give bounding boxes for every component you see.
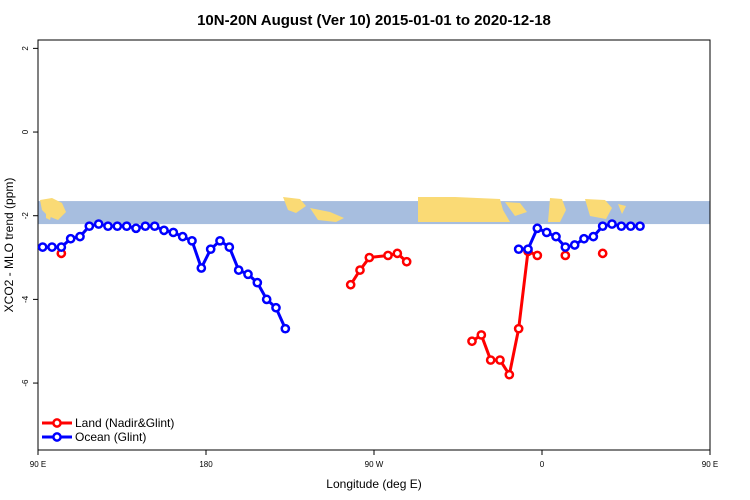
- x-tick-label: 90 E: [702, 460, 718, 469]
- x-tick-label: 90 E: [30, 460, 46, 469]
- data-point: [560, 242, 571, 252]
- data-point: [513, 244, 524, 255]
- x-tick-label: 0: [540, 460, 545, 469]
- map-land: [46, 210, 52, 220]
- map-land: [418, 197, 510, 222]
- data-point: [504, 369, 515, 380]
- data-point: [93, 219, 104, 229]
- data-point: [355, 265, 365, 275]
- data-point: [140, 221, 151, 232]
- data-point: [47, 242, 57, 252]
- data-point: [121, 221, 132, 232]
- data-point: [541, 227, 552, 238]
- data-point: [196, 263, 207, 273]
- data-point: [233, 265, 244, 275]
- data-point: [467, 336, 477, 347]
- map-land: [283, 197, 306, 213]
- legend: Land (Nadir&Glint)Ocean (Glint): [42, 416, 174, 444]
- data-point: [224, 242, 235, 252]
- data-point: [112, 221, 123, 232]
- data-point: [607, 219, 617, 229]
- y-tick-label: -6: [21, 379, 30, 387]
- data-point: [560, 250, 571, 261]
- data-point: [364, 252, 375, 263]
- y-axis-title: XCO2 - MLO trend (ppm): [2, 178, 16, 313]
- data-point: [523, 244, 533, 255]
- data-point: [588, 231, 599, 242]
- x-tick-label: 90 W: [365, 460, 384, 469]
- data-point: [159, 225, 169, 236]
- data-point: [131, 223, 141, 234]
- data-point: [345, 279, 356, 290]
- data-point: [243, 269, 253, 280]
- data-point: [551, 231, 561, 242]
- map-ocean: [38, 201, 710, 225]
- data-point: [383, 250, 393, 261]
- data-point: [625, 221, 636, 232]
- map-land: [505, 202, 527, 216]
- data-point: [579, 233, 589, 244]
- data-point: [65, 233, 76, 244]
- data-point: [56, 242, 67, 252]
- data-point: [261, 294, 272, 305]
- data-point: [187, 235, 197, 246]
- data-point: [495, 355, 505, 365]
- y-tick-label: 2: [21, 46, 30, 51]
- data-point: [597, 248, 608, 259]
- data-point: [205, 244, 216, 255]
- y-tick-label: -2: [21, 212, 30, 220]
- map-land: [618, 204, 626, 214]
- map-land: [310, 208, 344, 222]
- axes: 90 E 180 90 W 0 90 E 2 0 -2 -4 -6: [21, 39, 718, 469]
- data-point: [513, 323, 524, 334]
- map-land: [585, 199, 612, 219]
- data-point: [401, 256, 412, 267]
- data-point: [597, 221, 608, 232]
- y-tick-label: -4: [21, 295, 30, 303]
- data-point: [75, 231, 85, 242]
- x-tick-label: 180: [199, 460, 213, 469]
- series: [37, 219, 645, 380]
- y-tick-label: 0: [21, 129, 30, 134]
- data-point: [37, 242, 48, 252]
- data-point: [532, 250, 543, 261]
- data-point: [392, 248, 403, 259]
- series-land: [56, 246, 608, 380]
- data-point: [280, 323, 291, 334]
- data-point: [103, 221, 113, 232]
- plot-frame: [37, 39, 711, 451]
- data-point: [635, 221, 645, 232]
- legend-marker: [52, 432, 62, 442]
- series-line: [471, 249, 538, 377]
- data-point: [168, 227, 179, 238]
- data-point: [271, 302, 281, 313]
- map-land: [548, 198, 566, 222]
- data-point: [616, 221, 627, 232]
- legend-marker: [52, 418, 62, 428]
- data-point: [149, 221, 160, 232]
- legend-label: Ocean (Glint): [75, 430, 146, 444]
- series-ocean: [37, 219, 645, 334]
- data-point: [485, 355, 496, 365]
- data-point: [84, 221, 95, 232]
- data-point: [215, 235, 225, 246]
- data-point: [252, 277, 263, 288]
- data-point: [569, 240, 580, 250]
- map-strip: [38, 197, 710, 225]
- data-point: [476, 330, 487, 340]
- x-axis-title: Longitude (deg E): [326, 477, 421, 491]
- chart-title: 10N-20N August (Ver 10) 2015-01-01 to 20…: [197, 12, 551, 29]
- data-point: [532, 223, 543, 234]
- data-point: [177, 231, 188, 242]
- legend-label: Land (Nadir&Glint): [75, 416, 174, 430]
